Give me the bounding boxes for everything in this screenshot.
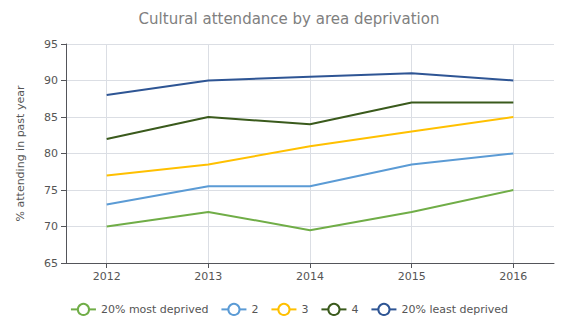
svg-text:2013: 2013 [194, 270, 222, 283]
svg-text:80: 80 [44, 147, 58, 160]
svg-text:75: 75 [44, 184, 58, 197]
svg-text:2012: 2012 [93, 270, 121, 283]
svg-text:20% most deprived: 20% most deprived [101, 303, 209, 316]
svg-text:% attending in past year: % attending in past year [14, 85, 27, 221]
svg-text:85: 85 [44, 111, 58, 124]
svg-text:2015: 2015 [398, 270, 426, 283]
svg-text:65: 65 [44, 257, 58, 270]
svg-text:90: 90 [44, 74, 58, 87]
svg-text:2: 2 [251, 303, 258, 316]
svg-text:3: 3 [301, 303, 308, 316]
svg-text:2014: 2014 [296, 270, 324, 283]
svg-text:Cultural attendance by area de: Cultural attendance by area deprivation [139, 10, 440, 28]
svg-text:70: 70 [44, 220, 58, 233]
svg-text:95: 95 [44, 38, 58, 51]
svg-text:2016: 2016 [499, 270, 527, 283]
svg-text:20% least deprived: 20% least deprived [401, 303, 508, 316]
svg-text:4: 4 [351, 303, 358, 316]
